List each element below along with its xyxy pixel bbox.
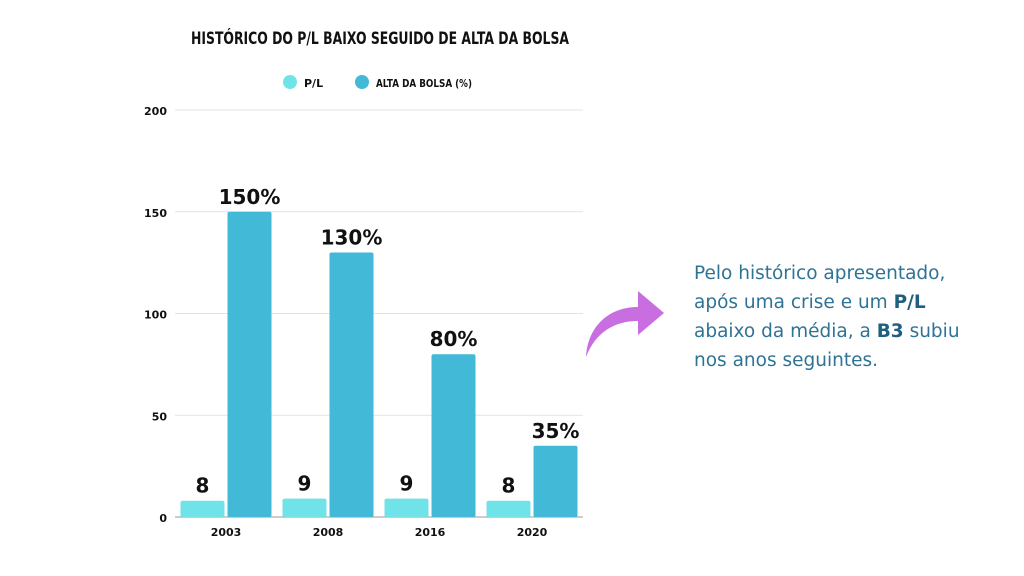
data-label: 80% bbox=[430, 327, 478, 351]
x-tick-label: 2003 bbox=[211, 526, 242, 539]
bar-alta bbox=[227, 211, 272, 517]
x-tick-label: 2008 bbox=[313, 526, 344, 539]
data-label: 35% bbox=[532, 419, 580, 443]
note-line: nos anos seguintes. bbox=[694, 350, 878, 371]
bar-pl bbox=[486, 500, 531, 517]
legend-label-alta: ALTA DA BOLSA (%) bbox=[376, 77, 472, 90]
chart-title: HISTÓRICO DO P/L BAIXO SEGUIDO DE ALTA D… bbox=[191, 27, 570, 49]
bar-alta bbox=[533, 445, 578, 517]
y-tick-label: 200 bbox=[144, 105, 167, 118]
data-label: 8 bbox=[196, 474, 210, 498]
x-tick-label: 2020 bbox=[517, 526, 548, 539]
bar-alta bbox=[431, 354, 476, 517]
note-bold-b3: B3 bbox=[876, 321, 904, 342]
y-tick-label: 50 bbox=[152, 410, 168, 423]
data-label: 9 bbox=[400, 472, 414, 496]
note-line: abaixo da média, a bbox=[694, 321, 877, 342]
note-line: após uma crise e um bbox=[694, 292, 894, 313]
bar-pl bbox=[384, 498, 429, 517]
note-line: subiu bbox=[903, 321, 960, 342]
bar-pl bbox=[282, 498, 327, 517]
data-label: 8 bbox=[502, 474, 516, 498]
curved-arrow-icon bbox=[586, 291, 664, 357]
x-tick-label: 2016 bbox=[415, 526, 446, 539]
bar-pl bbox=[180, 500, 225, 517]
bar-chart: HISTÓRICO DO P/L BAIXO SEGUIDO DE ALTA D… bbox=[144, 27, 583, 539]
y-tick-label: 150 bbox=[144, 207, 167, 220]
legend-swatch-pl bbox=[283, 75, 297, 89]
y-tick-label: 100 bbox=[144, 309, 167, 322]
legend: P/L ALTA DA BOLSA (%) bbox=[283, 75, 472, 90]
legend-swatch-alta bbox=[355, 75, 369, 89]
note-bold-pl: P/L bbox=[893, 292, 926, 313]
data-label: 9 bbox=[298, 472, 312, 496]
data-label: 130% bbox=[321, 225, 383, 249]
data-label: 150% bbox=[219, 185, 281, 209]
legend-label-pl: P/L bbox=[304, 77, 323, 90]
note-line: Pelo histórico apresentado, bbox=[694, 263, 946, 284]
bar-alta bbox=[329, 252, 374, 517]
y-tick-label: 0 bbox=[159, 512, 167, 525]
annotation-text: Pelo histórico apresentado, após uma cri… bbox=[694, 259, 1014, 375]
